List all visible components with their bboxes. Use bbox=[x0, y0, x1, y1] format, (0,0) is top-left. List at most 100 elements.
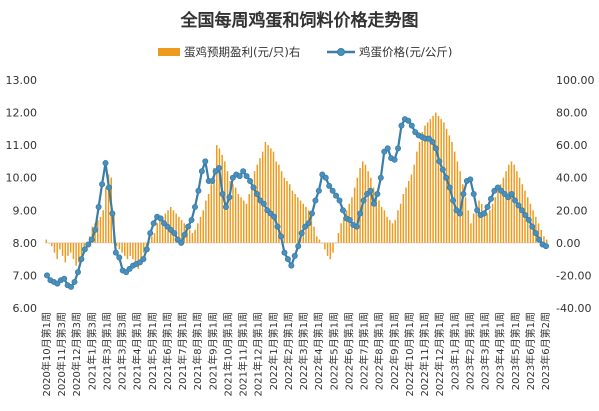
profit-bar bbox=[440, 119, 442, 243]
egg-price-point bbox=[446, 184, 453, 191]
x-tick-label: 2021年3月第3周 bbox=[116, 312, 129, 390]
left-axis: 6.00 7.00 8.00 9.00 10.00 11.00 12.00 13.00 bbox=[6, 74, 38, 315]
egg-price-point bbox=[88, 236, 95, 243]
egg-price-point bbox=[68, 283, 75, 290]
profit-bar bbox=[96, 220, 99, 243]
profit-bar bbox=[234, 187, 237, 243]
profit-bar bbox=[437, 115, 440, 243]
egg-price-point bbox=[295, 243, 302, 250]
profit-bar bbox=[289, 184, 291, 243]
profit-bar bbox=[391, 223, 394, 243]
egg-price-point bbox=[271, 213, 278, 220]
profit-bar bbox=[337, 233, 340, 243]
egg-price-point bbox=[370, 200, 377, 207]
egg-price-point bbox=[219, 190, 226, 197]
egg-price-point bbox=[512, 197, 519, 204]
profit-bar bbox=[497, 190, 499, 243]
profit-bar bbox=[294, 194, 296, 243]
profit-bar bbox=[229, 180, 231, 243]
egg-price-point bbox=[240, 168, 247, 175]
profit-bar bbox=[283, 177, 286, 243]
profit-bar bbox=[378, 200, 380, 243]
egg-price-point bbox=[450, 197, 457, 204]
line-series bbox=[44, 116, 550, 290]
egg-price-point bbox=[525, 217, 532, 224]
profit-bar bbox=[251, 180, 253, 243]
left-tick-label: 11.00 bbox=[6, 139, 38, 152]
profit-bar bbox=[383, 210, 386, 243]
egg-price-point bbox=[326, 182, 333, 189]
x-tick-label: 2022年2月第1周 bbox=[282, 312, 295, 390]
profit-bar bbox=[115, 242, 118, 247]
profit-bar bbox=[386, 216, 388, 243]
profit-bar bbox=[221, 154, 223, 243]
egg-price-point bbox=[467, 176, 474, 183]
egg-price-point bbox=[284, 256, 291, 263]
egg-price-point bbox=[474, 207, 481, 214]
profit-bar bbox=[397, 210, 399, 243]
profit-bar bbox=[545, 239, 548, 243]
right-tick-label: -40.00 bbox=[556, 302, 591, 315]
profit-bar bbox=[299, 200, 302, 243]
egg-price-point bbox=[391, 156, 398, 163]
x-tick-label: 2021年6月第1周 bbox=[161, 312, 174, 390]
chart-title: 全国每周鸡蛋和饲料价格走势图 bbox=[180, 10, 419, 31]
x-tick-label: 2020年10月第1周 bbox=[40, 312, 53, 397]
x-tick-label: 2022年11月第1周 bbox=[418, 312, 431, 397]
profit-bar bbox=[272, 151, 275, 243]
egg-price-point bbox=[346, 217, 353, 224]
left-tick-label: 10.00 bbox=[6, 172, 38, 185]
profit-bar bbox=[508, 164, 510, 243]
profit-bar bbox=[370, 177, 372, 243]
egg-price-point bbox=[298, 230, 305, 237]
x-tick-label: 2022年5月第1周 bbox=[327, 312, 340, 390]
egg-price-point bbox=[333, 192, 340, 199]
profit-bar bbox=[443, 122, 445, 243]
profit-bar bbox=[270, 148, 272, 243]
x-tick-label: 2021年5月第1周 bbox=[146, 312, 159, 390]
profit-bar bbox=[188, 229, 191, 243]
egg-price-point bbox=[157, 215, 164, 222]
profit-bar bbox=[402, 194, 405, 243]
profit-bar bbox=[248, 194, 250, 243]
profit-bar bbox=[137, 242, 140, 269]
profit-bar bbox=[286, 180, 288, 243]
egg-price-point bbox=[178, 239, 185, 246]
profit-bar bbox=[69, 242, 72, 253]
egg-price-point bbox=[181, 231, 188, 238]
profit-bar bbox=[429, 119, 432, 243]
profit-bar bbox=[356, 177, 359, 243]
profit-bar bbox=[61, 242, 64, 256]
left-tick-label: 6.00 bbox=[13, 302, 38, 315]
profit-bar bbox=[107, 174, 110, 243]
profit-bar bbox=[375, 197, 378, 243]
profit-bar bbox=[153, 233, 156, 243]
profit-bar bbox=[407, 180, 410, 243]
profit-bar bbox=[132, 242, 134, 260]
egg-price-point bbox=[315, 187, 322, 194]
x-tick-label: 2022年6月第1周 bbox=[342, 312, 355, 390]
profit-bar bbox=[207, 194, 210, 243]
profit-bar bbox=[48, 242, 50, 244]
profit-bar bbox=[302, 203, 305, 243]
profit-bar bbox=[151, 236, 153, 243]
legend-line-marker bbox=[337, 48, 345, 56]
x-tick-label: 2020年12月第3周 bbox=[70, 312, 83, 397]
profit-bar bbox=[297, 197, 299, 243]
profit-bar bbox=[543, 236, 545, 243]
egg-price-point bbox=[195, 187, 202, 194]
legend-bar-swatch bbox=[158, 48, 180, 56]
profit-bar bbox=[278, 164, 280, 243]
egg-price-point bbox=[508, 190, 515, 197]
left-tick-label: 13.00 bbox=[6, 74, 38, 87]
x-tick-label: 2022年1月第1周 bbox=[267, 312, 280, 390]
profit-bar bbox=[316, 236, 318, 243]
profit-bar bbox=[253, 171, 256, 243]
egg-price-point bbox=[140, 256, 147, 263]
egg-price-point bbox=[253, 190, 260, 197]
profit-bar bbox=[245, 203, 248, 243]
egg-price-point bbox=[374, 190, 381, 197]
profit-bar bbox=[413, 164, 415, 243]
egg-price-point bbox=[109, 210, 116, 217]
